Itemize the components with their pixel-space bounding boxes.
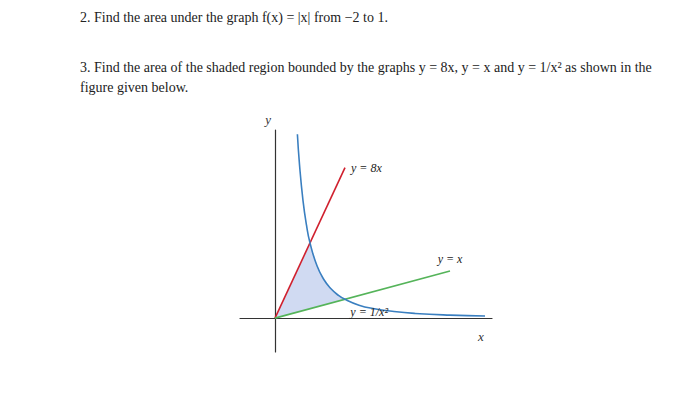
svg-text:y: y [263,112,271,127]
svg-text:y = 1/x²: y = 1/x² [349,305,388,319]
svg-text:x: x [477,329,484,344]
html-text:3. Find the area of the shaded: 3. Find the area of the shaded region bo… [80,60,652,95]
svg-text:y = x: y = x [437,252,463,266]
html-text:2. Find the area under the gra: 2. Find the area under the graph f(x) = … [80,10,388,25]
svg-text:y = 8x: y = 8x [350,161,382,175]
